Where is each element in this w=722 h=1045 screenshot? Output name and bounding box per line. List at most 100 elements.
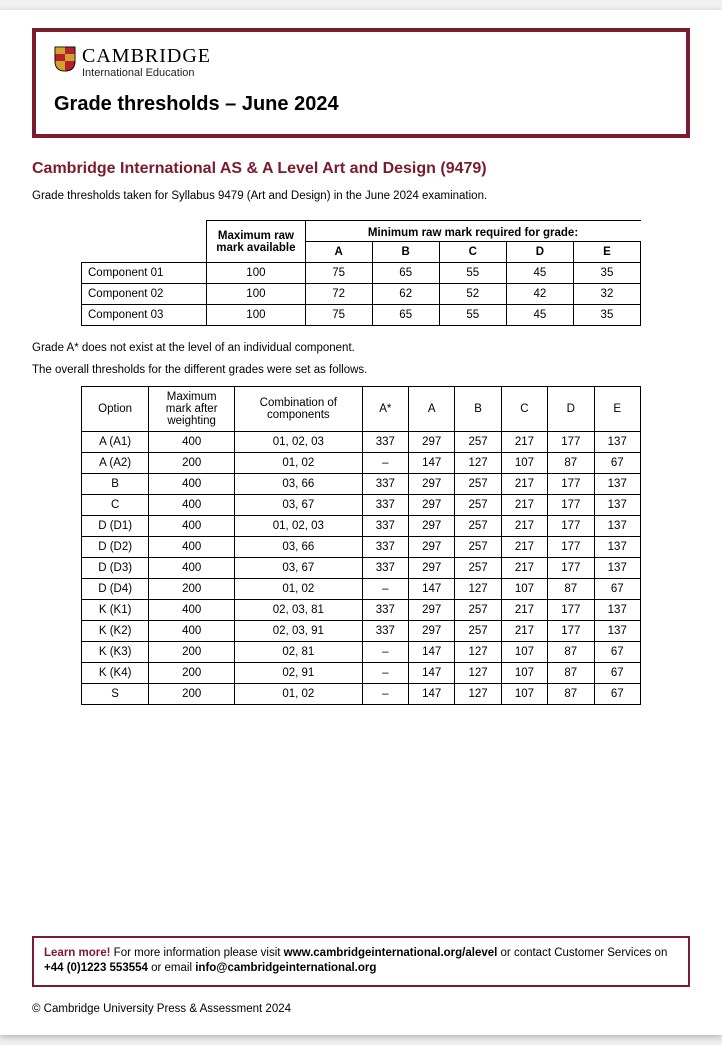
threshold-cell: 107 (501, 642, 547, 663)
max-weight-cell: 400 (149, 537, 235, 558)
threshold-cell: 177 (548, 516, 594, 537)
option-cell: S (82, 684, 149, 705)
max-mark-header: Maximum raw mark available (207, 221, 305, 263)
max-weight-cell: 400 (149, 621, 235, 642)
grade-header: A (305, 242, 372, 263)
footer-email[interactable]: info@cambridgeinternational.org (195, 962, 376, 974)
threshold-cell: 87 (548, 453, 594, 474)
page: CAMBRIDGE International Education Grade … (0, 10, 722, 1035)
threshold-cell: 137 (594, 621, 641, 642)
threshold-cell: 52 (439, 284, 506, 305)
max-weight-cell: 200 (149, 642, 235, 663)
combination-cell: 02, 03, 91 (235, 621, 363, 642)
threshold-cell: – (362, 579, 408, 600)
threshold-cell: 127 (455, 642, 501, 663)
threshold-cell: 177 (548, 621, 594, 642)
threshold-cell: 217 (501, 516, 547, 537)
grade-header: C (501, 387, 547, 432)
subject-title: Cambridge International AS & A Level Art… (32, 160, 690, 178)
combination-cell: 01, 02, 03 (235, 516, 363, 537)
threshold-cell: 257 (455, 495, 501, 516)
threshold-cell: 257 (455, 516, 501, 537)
option-cell: A (A2) (82, 453, 149, 474)
threshold-cell: 107 (501, 684, 547, 705)
option-cell: D (D2) (82, 537, 149, 558)
threshold-cell: 337 (362, 516, 408, 537)
grade-header: E (573, 242, 640, 263)
cambridge-shield-icon (54, 46, 76, 72)
max-weight-cell: 400 (149, 558, 235, 579)
threshold-cell: 297 (409, 516, 455, 537)
max-weight-cell: 400 (149, 600, 235, 621)
note-overall: The overall thresholds for the different… (32, 364, 690, 376)
combination-cell: 02, 03, 81 (235, 600, 363, 621)
threshold-cell: 137 (594, 537, 641, 558)
table-row: D (D2)40003, 66337297257217177137 (82, 537, 641, 558)
threshold-cell: 67 (594, 642, 641, 663)
combination-cell: 01, 02 (235, 684, 363, 705)
footer-url[interactable]: www.cambridgeinternational.org/alevel (284, 947, 498, 959)
option-cell: K (K4) (82, 663, 149, 684)
threshold-cell: 72 (305, 284, 372, 305)
combination-cell: 01, 02 (235, 453, 363, 474)
max-weight-cell: 200 (149, 579, 235, 600)
threshold-cell: 75 (305, 263, 372, 284)
threshold-cell: 177 (548, 537, 594, 558)
note-a-star: Grade A* does not exist at the level of … (32, 342, 690, 354)
threshold-cell: 137 (594, 600, 641, 621)
max-mark-cell: 100 (207, 284, 305, 305)
combination-cell: 01, 02, 03 (235, 432, 363, 453)
grade-header: A* (362, 387, 408, 432)
table-row: S20001, 02–1471271078767 (82, 684, 641, 705)
threshold-cell: 147 (409, 684, 455, 705)
combination-cell: 03, 67 (235, 495, 363, 516)
threshold-cell: 337 (362, 432, 408, 453)
threshold-cell: 147 (409, 642, 455, 663)
combination-cell: 03, 66 (235, 537, 363, 558)
threshold-cell: 177 (548, 432, 594, 453)
threshold-cell: 35 (573, 263, 640, 284)
option-cell: K (K3) (82, 642, 149, 663)
brand-subtitle: International Education (82, 68, 211, 79)
threshold-cell: 137 (594, 495, 641, 516)
threshold-cell: 297 (409, 474, 455, 495)
threshold-cell: 137 (594, 474, 641, 495)
threshold-cell: 87 (548, 579, 594, 600)
footer-text-1: For more information please visit (110, 947, 283, 959)
footer-box: Learn more! For more information please … (32, 936, 690, 987)
threshold-cell: 45 (506, 263, 573, 284)
threshold-cell: 127 (455, 663, 501, 684)
threshold-cell: 297 (409, 495, 455, 516)
max-weight-cell: 200 (149, 684, 235, 705)
threshold-cell: 217 (501, 474, 547, 495)
table-row: B40003, 66337297257217177137 (82, 474, 641, 495)
threshold-cell: 217 (501, 432, 547, 453)
threshold-cell: 217 (501, 600, 547, 621)
footer-text-3: or email (148, 962, 195, 974)
threshold-cell: 55 (439, 263, 506, 284)
component-label: Component 03 (82, 305, 207, 326)
overall-thresholds-table: Option Maximum mark after weighting Comb… (81, 386, 641, 705)
threshold-cell: 45 (506, 305, 573, 326)
threshold-cell: 137 (594, 558, 641, 579)
threshold-cell: 87 (548, 663, 594, 684)
page-title: Grade thresholds – June 2024 (54, 93, 668, 116)
threshold-cell: 107 (501, 579, 547, 600)
threshold-cell: 127 (455, 453, 501, 474)
threshold-cell: 127 (455, 579, 501, 600)
threshold-cell: 217 (501, 621, 547, 642)
combination-cell: 02, 91 (235, 663, 363, 684)
combination-header: Combination of components (235, 387, 363, 432)
threshold-cell: 297 (409, 621, 455, 642)
threshold-cell: – (362, 684, 408, 705)
component-label: Component 02 (82, 284, 207, 305)
copyright: © Cambridge University Press & Assessmen… (32, 1003, 291, 1015)
grade-header: C (439, 242, 506, 263)
threshold-cell: 42 (506, 284, 573, 305)
threshold-cell: 137 (594, 432, 641, 453)
grade-header: B (372, 242, 439, 263)
max-weight-cell: 400 (149, 474, 235, 495)
option-cell: K (K2) (82, 621, 149, 642)
threshold-cell: 257 (455, 600, 501, 621)
threshold-cell: 75 (305, 305, 372, 326)
